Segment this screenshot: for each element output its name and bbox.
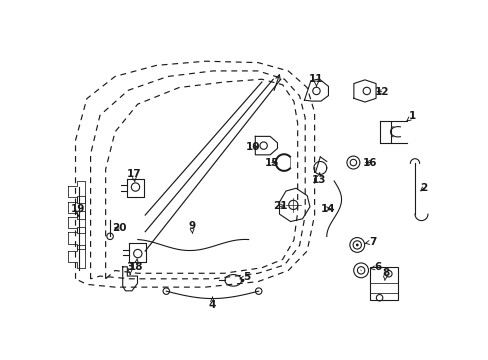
Text: 12: 12 [374, 87, 388, 97]
Text: 5: 5 [240, 272, 250, 282]
Text: 17: 17 [126, 169, 141, 182]
Text: 19: 19 [70, 204, 85, 217]
Text: 9: 9 [188, 221, 195, 234]
Text: 16: 16 [363, 158, 377, 167]
Text: 18: 18 [129, 259, 143, 271]
Text: 11: 11 [308, 73, 323, 86]
Text: 3: 3 [126, 261, 133, 274]
Circle shape [355, 244, 358, 246]
Text: 10: 10 [245, 142, 260, 152]
Text: 14: 14 [320, 204, 335, 214]
Text: 15: 15 [264, 158, 279, 167]
Text: 4: 4 [208, 297, 216, 310]
Text: 8: 8 [381, 267, 388, 280]
Text: 21: 21 [272, 202, 287, 211]
Text: 20: 20 [112, 223, 126, 233]
Bar [369, 267, 397, 300]
Text: 6: 6 [370, 262, 381, 272]
Text: 1: 1 [406, 111, 415, 121]
Text: 7: 7 [365, 237, 376, 247]
Text: 13: 13 [311, 172, 325, 185]
Text: 2: 2 [420, 183, 427, 193]
